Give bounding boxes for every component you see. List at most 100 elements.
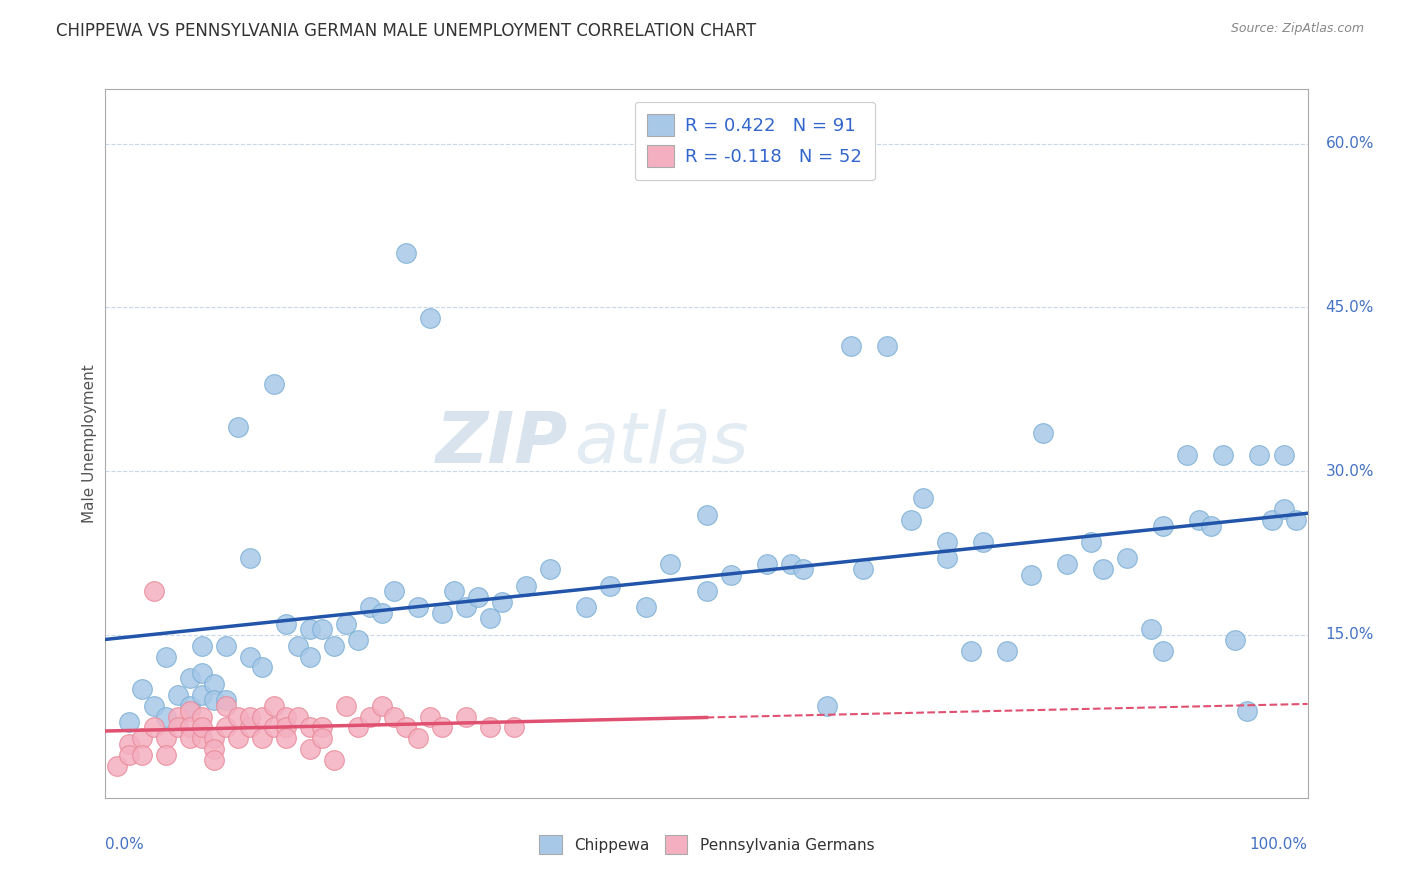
Point bbox=[575, 600, 598, 615]
Point bbox=[250, 660, 273, 674]
Point bbox=[166, 688, 188, 702]
Point bbox=[911, 491, 934, 506]
Point bbox=[1140, 622, 1163, 636]
Point bbox=[395, 245, 418, 260]
Point bbox=[263, 376, 285, 391]
Point bbox=[155, 649, 177, 664]
Point bbox=[226, 731, 249, 746]
Point bbox=[298, 649, 321, 664]
Point bbox=[179, 671, 201, 685]
Point bbox=[960, 644, 983, 658]
Point bbox=[274, 709, 297, 723]
Point bbox=[239, 649, 262, 664]
Point bbox=[852, 562, 875, 576]
Point bbox=[972, 535, 994, 549]
Text: 60.0%: 60.0% bbox=[1326, 136, 1374, 152]
Point bbox=[1272, 502, 1295, 516]
Point bbox=[1201, 518, 1223, 533]
Point bbox=[226, 420, 249, 434]
Point bbox=[443, 584, 465, 599]
Point bbox=[131, 747, 153, 762]
Point bbox=[815, 698, 838, 713]
Point bbox=[1225, 633, 1247, 648]
Point bbox=[214, 698, 236, 713]
Point bbox=[179, 731, 201, 746]
Point bbox=[202, 677, 225, 691]
Point bbox=[214, 693, 236, 707]
Point bbox=[720, 567, 742, 582]
Point bbox=[382, 709, 405, 723]
Point bbox=[371, 698, 394, 713]
Point bbox=[839, 338, 862, 352]
Point bbox=[131, 731, 153, 746]
Point bbox=[1249, 448, 1271, 462]
Text: atlas: atlas bbox=[574, 409, 749, 478]
Point bbox=[226, 709, 249, 723]
Point bbox=[359, 709, 381, 723]
Point bbox=[936, 551, 959, 566]
Point bbox=[1175, 448, 1198, 462]
Point bbox=[467, 590, 489, 604]
Point bbox=[250, 709, 273, 723]
Point bbox=[287, 709, 309, 723]
Point bbox=[274, 721, 297, 735]
Legend: Chippewa, Pennsylvania Germans: Chippewa, Pennsylvania Germans bbox=[531, 828, 882, 862]
Point bbox=[179, 704, 201, 718]
Text: 45.0%: 45.0% bbox=[1326, 300, 1374, 315]
Point bbox=[479, 721, 502, 735]
Text: Source: ZipAtlas.com: Source: ZipAtlas.com bbox=[1230, 22, 1364, 36]
Point bbox=[166, 709, 188, 723]
Point bbox=[599, 578, 621, 592]
Point bbox=[190, 721, 212, 735]
Point bbox=[202, 693, 225, 707]
Point bbox=[1080, 535, 1102, 549]
Point bbox=[696, 508, 718, 522]
Point bbox=[779, 557, 801, 571]
Point bbox=[900, 513, 922, 527]
Point bbox=[696, 584, 718, 599]
Point bbox=[298, 622, 321, 636]
Point bbox=[515, 578, 537, 592]
Point bbox=[190, 688, 212, 702]
Point bbox=[636, 600, 658, 615]
Point bbox=[335, 616, 357, 631]
Y-axis label: Male Unemployment: Male Unemployment bbox=[82, 365, 97, 523]
Point bbox=[311, 731, 333, 746]
Point bbox=[936, 535, 959, 549]
Point bbox=[347, 633, 370, 648]
Point bbox=[190, 665, 212, 680]
Point bbox=[287, 639, 309, 653]
Point bbox=[214, 721, 236, 735]
Point bbox=[406, 731, 429, 746]
Point bbox=[190, 731, 212, 746]
Point bbox=[382, 584, 405, 599]
Point bbox=[876, 338, 898, 352]
Point bbox=[322, 639, 344, 653]
Point bbox=[214, 639, 236, 653]
Point bbox=[166, 721, 188, 735]
Point bbox=[118, 747, 141, 762]
Point bbox=[179, 698, 201, 713]
Point bbox=[155, 747, 177, 762]
Point bbox=[419, 709, 441, 723]
Point bbox=[995, 644, 1018, 658]
Point bbox=[347, 721, 370, 735]
Point bbox=[142, 584, 165, 599]
Point bbox=[538, 562, 561, 576]
Point bbox=[311, 721, 333, 735]
Point bbox=[239, 721, 262, 735]
Point bbox=[118, 714, 141, 729]
Point bbox=[659, 557, 682, 571]
Point bbox=[491, 595, 513, 609]
Point bbox=[1236, 704, 1258, 718]
Text: 100.0%: 100.0% bbox=[1250, 838, 1308, 853]
Point bbox=[202, 731, 225, 746]
Point bbox=[755, 557, 778, 571]
Point bbox=[371, 606, 394, 620]
Point bbox=[142, 698, 165, 713]
Point bbox=[503, 721, 526, 735]
Point bbox=[335, 698, 357, 713]
Text: 0.0%: 0.0% bbox=[105, 838, 145, 853]
Point bbox=[406, 600, 429, 615]
Point bbox=[430, 721, 453, 735]
